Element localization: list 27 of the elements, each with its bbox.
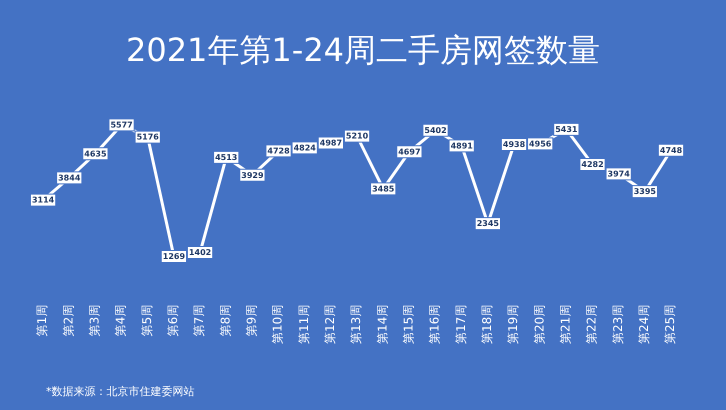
x-tick-label: 第9周 — [244, 304, 259, 336]
x-tick-label: 第12周 — [323, 304, 338, 344]
chart-title: 2021年第1-24周二手房网签数量 — [124, 30, 602, 71]
x-tick-label: 第20周 — [532, 304, 546, 344]
x-tick-label: 第13周 — [349, 304, 364, 344]
x-tick-label: 第6周 — [166, 304, 180, 336]
x-tick-label: 第21周 — [558, 304, 572, 344]
x-tick-label: 第8周 — [218, 304, 232, 336]
x-tick-label: 第4周 — [114, 304, 128, 336]
x-tick-label: 第14周 — [375, 304, 390, 344]
x-tick-label: 第18周 — [480, 304, 494, 344]
x-tick-label: 第25周 — [663, 304, 678, 344]
x-tick-label: 第5周 — [140, 304, 154, 336]
x-tick-label: 第17周 — [454, 304, 468, 344]
x-tick-label: 第15周 — [401, 304, 416, 344]
x-tick-label: 第10周 — [270, 304, 285, 344]
x-tick-label: 第11周 — [296, 304, 311, 344]
x-tick-label: 第1周 — [35, 304, 50, 336]
x-tick-label: 第7周 — [192, 304, 206, 336]
x-tick-label: 第19周 — [506, 304, 520, 344]
x-tick-label: 第3周 — [88, 304, 102, 336]
x-tick-label: 第23周 — [610, 304, 625, 344]
text: *数据来源：北京市住建委网站 — [46, 384, 194, 399]
x-tick-label: 第2周 — [61, 304, 76, 336]
x-tick-label: 第22周 — [584, 304, 599, 344]
x-tick-label: 第24周 — [636, 304, 651, 344]
x-tick-label: 第16周 — [428, 304, 442, 344]
